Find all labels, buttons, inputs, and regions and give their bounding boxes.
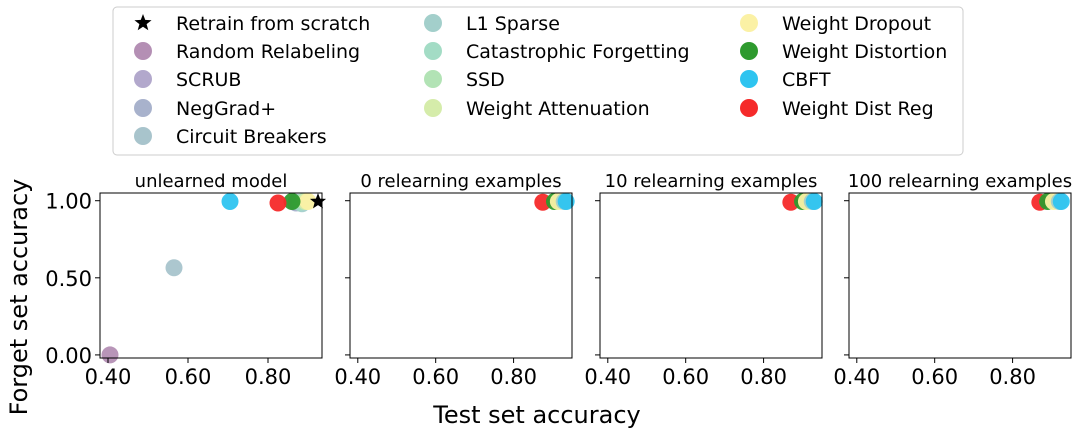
x-tick-label: 0.40 <box>833 365 880 389</box>
chart-panels: unlearned model 0.40 0.60 0.80 0.00 0.50 1.00 0… <box>45 171 1072 389</box>
legend-label: SSD <box>466 69 505 91</box>
legend-circle-marker <box>134 70 152 88</box>
point-cbft <box>221 192 239 210</box>
y-tick-label: 1.00 <box>45 190 92 214</box>
legend-entry-weight-dist-reg: Weight Dist Reg <box>740 98 934 120</box>
panel-title: 0 relearning examples <box>360 171 561 192</box>
point-weight-dropout <box>299 192 317 210</box>
legend-label: Weight Dropout <box>782 13 931 35</box>
legend-entry-l1-sparse: L1 Sparse <box>424 13 560 35</box>
legend-label: Weight Distortion <box>782 41 947 63</box>
legend-circle-marker <box>134 99 152 117</box>
x-tick-label: 0.60 <box>662 365 709 389</box>
legend-circle-marker <box>740 70 758 88</box>
panel-10-relearning-examples: 10 relearning examples 0.40 0.60 0.80 <box>584 171 823 389</box>
point-random-relabeling <box>101 346 119 364</box>
panel-0-relearning-examples: 0 relearning examples 0.40 0.60 0.80 <box>334 171 575 389</box>
point-cbft <box>557 192 575 210</box>
legend-star-marker <box>134 14 152 31</box>
axes-frame <box>848 192 1072 359</box>
point-retrain-from-scratch <box>309 192 327 209</box>
panel-title: 100 relearning examples <box>848 171 1072 192</box>
figure-ylabel: Forget set accuracy <box>5 179 33 416</box>
data-points <box>534 192 575 211</box>
axes-frame <box>99 192 323 359</box>
legend-circle-marker <box>740 42 758 60</box>
x-tick-label: 0.40 <box>85 365 132 389</box>
x-tick-label: 0.80 <box>245 365 292 389</box>
data-points <box>1031 192 1070 211</box>
legend-entry-ssd: SSD <box>424 69 505 91</box>
legend-circle-marker <box>134 42 152 60</box>
point-circuit-breakers <box>165 259 183 277</box>
axes-frame <box>349 192 573 359</box>
legend-label: Weight Attenuation <box>466 98 650 120</box>
x-tick-label: 0.40 <box>334 365 381 389</box>
y-tick-label: 0.00 <box>45 344 92 368</box>
y-tick-label: 0.50 <box>45 267 92 291</box>
point-weight-distortion <box>283 192 301 210</box>
legend-entry-cbft: CBFT <box>740 69 831 91</box>
legend-label: Random Relabeling <box>176 41 360 63</box>
legend-entry-random-relabeling: Random Relabeling <box>134 41 360 63</box>
legend-label: Weight Dist Reg <box>782 98 934 120</box>
legend-entry-scrub: SCRUB <box>134 69 241 91</box>
legend: Retrain from scratch Random Relabeling SCR… <box>112 6 964 156</box>
x-tick-label: 0.60 <box>412 365 459 389</box>
legend-circle-marker <box>424 70 442 88</box>
legend-circle-marker <box>424 42 442 60</box>
legend-label: L1 Sparse <box>466 13 560 35</box>
x-tick-label: 0.80 <box>490 365 537 389</box>
point-cbft <box>805 192 823 210</box>
legend-entry-weight-distortion: Weight Distortion <box>740 41 947 63</box>
legend-entry-retrain-from-scratch: Retrain from scratch <box>134 13 370 35</box>
legend-circle-marker <box>740 14 758 32</box>
figure-xlabel: Test set accuracy <box>432 401 640 429</box>
panel-100-relearning-examples: 100 relearning examples 0.40 0.60 0.80 <box>833 171 1072 389</box>
legend-entry-weight-attenuation: Weight Attenuation <box>424 98 650 120</box>
legend-circle-marker <box>740 99 758 117</box>
legend-entry-neggrad: NegGrad+ <box>134 98 276 120</box>
x-tick-label: 0.60 <box>165 365 212 389</box>
legend-label: Retrain from scratch <box>176 13 370 35</box>
legend-circle-marker <box>424 99 442 117</box>
data-points <box>782 192 823 211</box>
legend-circle-marker <box>134 127 152 145</box>
legend-label: NegGrad+ <box>176 98 276 120</box>
legend-entry-circuit-breakers: Circuit Breakers <box>134 126 327 148</box>
legend-items: Retrain from scratch Random Relabeling SCR… <box>134 13 947 148</box>
panel-title: unlearned model <box>135 171 288 192</box>
legend-label: SCRUB <box>176 69 241 91</box>
legend-label: Catastrophic Forgetting <box>466 41 690 63</box>
x-tick-label: 0.80 <box>740 365 787 389</box>
legend-entry-weight-dropout: Weight Dropout <box>740 13 931 35</box>
x-tick-label: 0.60 <box>911 365 958 389</box>
legend-entry-catastrophic-forgetting: Catastrophic Forgetting <box>424 41 690 63</box>
legend-label: Circuit Breakers <box>176 126 327 148</box>
axes-frame <box>599 192 823 359</box>
panel-unlearned-model: unlearned model 0.40 0.60 0.80 0.00 0.50 1.00 <box>45 171 327 389</box>
point-cbft <box>1052 192 1070 210</box>
x-tick-label: 0.40 <box>584 365 631 389</box>
x-tick-label: 0.80 <box>989 365 1036 389</box>
legend-circle-marker <box>424 14 442 32</box>
data-points <box>101 192 327 364</box>
legend-label: CBFT <box>782 69 831 91</box>
point-weight-dist-reg <box>269 194 287 212</box>
panel-title: 10 relearning examples <box>605 171 818 192</box>
